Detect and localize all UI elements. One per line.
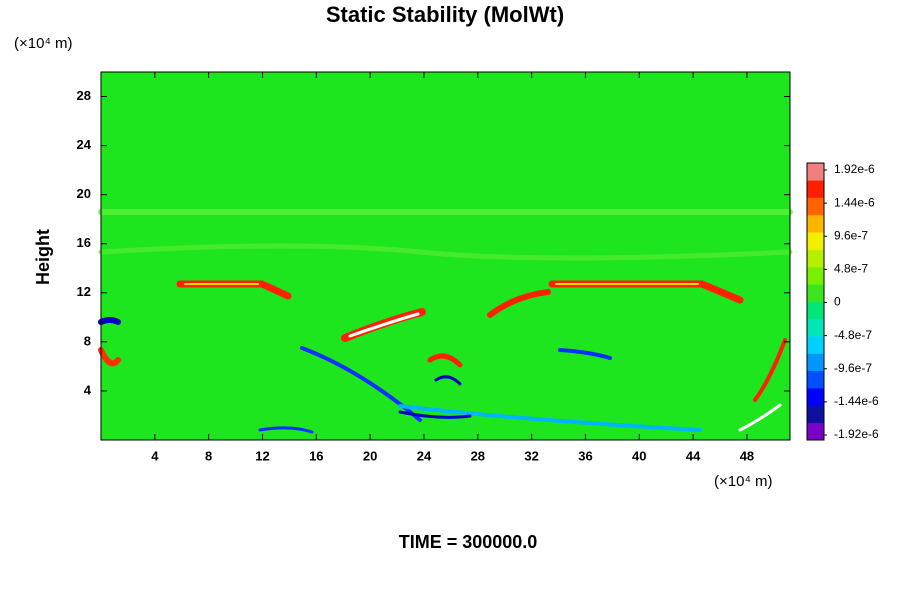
colorbar-frame	[806, 162, 825, 441]
colorbar-bin	[807, 197, 824, 216]
colorbar-label: -4.8e-7	[834, 328, 872, 342]
colorbar-label: -1.92e-6	[834, 427, 879, 441]
x-tick-label: 4	[151, 448, 159, 463]
time-label: TIME = 300000.0	[399, 532, 538, 552]
y-tick-label: 20	[77, 186, 91, 201]
colorbar-label: 0	[834, 295, 841, 309]
colorbar-bin	[807, 163, 824, 181]
x-tick-label: 16	[309, 448, 323, 463]
colorbar-bin	[807, 405, 824, 423]
colorbar-label: 9.6e-7	[834, 228, 868, 242]
colorbar-bin	[807, 232, 824, 250]
colorbar-bin	[807, 301, 824, 320]
x-tick-label: 48	[740, 448, 754, 463]
y-tick-label: 24	[77, 137, 92, 152]
colorbar-bin	[807, 318, 824, 337]
y-tick-label: 4	[84, 382, 92, 397]
x-tick-label: 12	[255, 448, 269, 463]
x-tick-label: 44	[686, 448, 701, 463]
y-tick-label: 16	[77, 235, 91, 250]
y-axis-label: Height	[33, 229, 53, 285]
colorbar-bin	[807, 214, 824, 233]
colorbar-label: -1.44e-6	[834, 394, 879, 408]
x-tick-label: 24	[417, 448, 432, 463]
colorbar-bin	[807, 266, 824, 285]
colorbar-bin	[807, 353, 824, 372]
x-tick-label: 28	[471, 448, 485, 463]
colorbar-bin	[807, 388, 824, 406]
colorbar-bin	[807, 284, 824, 302]
x-tick-label: 40	[632, 448, 646, 463]
colorbar-label: -9.6e-7	[834, 361, 872, 375]
plot-frame	[100, 71, 791, 441]
colorbar-bin	[807, 180, 824, 198]
x-tick-label: 32	[524, 448, 538, 463]
field-structures	[98, 209, 793, 434]
x-unit: (×10⁴ m)	[714, 473, 773, 490]
colorbar-bin	[807, 370, 824, 389]
y-tick-label: 8	[84, 333, 91, 348]
chart-title: Static Stability (MolWt)	[326, 2, 564, 27]
x-tick-label: 36	[578, 448, 592, 463]
colorbar-label: 4.8e-7	[834, 262, 868, 276]
colorbar-label: 1.44e-6	[834, 195, 875, 209]
y-unit: (×10⁴ m)	[14, 35, 73, 52]
x-tick-label: 8	[205, 448, 212, 463]
x-tick-label: 20	[363, 448, 377, 463]
colorbar-label: 1.92e-6	[834, 162, 875, 176]
colorbar-bin	[807, 422, 824, 441]
colorbar-bin	[807, 336, 824, 354]
colorbar-bin	[807, 249, 824, 268]
y-tick-label: 28	[77, 88, 91, 103]
y-tick-label: 12	[77, 284, 91, 299]
